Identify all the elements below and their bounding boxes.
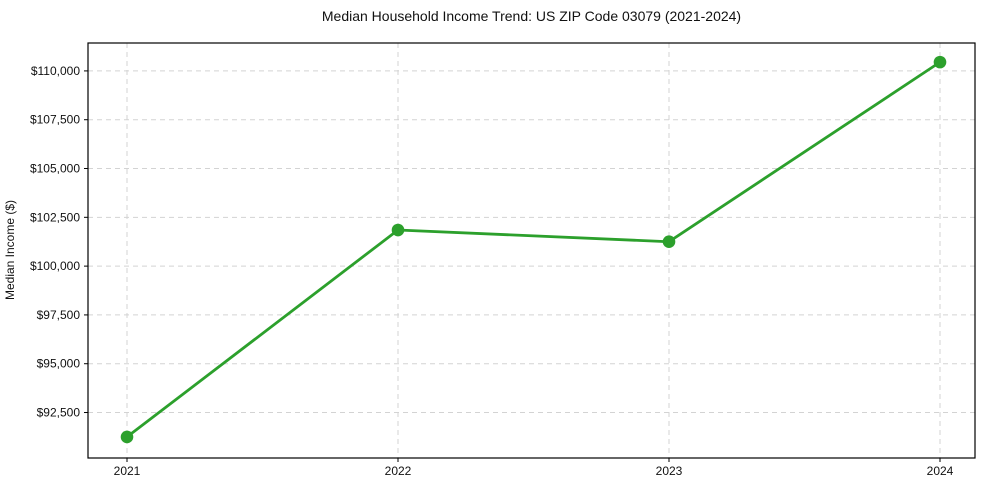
data-point-marker <box>662 235 676 249</box>
plot-border <box>87 42 976 459</box>
y-tick-label: $95,000 <box>37 357 81 371</box>
y-tick-label: $97,500 <box>37 308 81 322</box>
chart-title: Median Household Income Trend: US ZIP Co… <box>321 8 742 24</box>
trend-line <box>125 60 942 439</box>
x-tick-label: 2023 <box>656 464 683 478</box>
y-tick-label: $110,000 <box>31 64 80 78</box>
x-tick-label: 2021 <box>114 464 141 478</box>
data-point-marker <box>933 55 947 69</box>
y-tick-label: $92,500 <box>37 406 81 420</box>
data-point-marker <box>391 223 405 237</box>
y-tick-label: $105,000 <box>30 162 80 176</box>
data-point-marker <box>120 430 134 444</box>
y-tick-label: $107,500 <box>30 113 80 127</box>
y-tick-label: $100,000 <box>30 259 80 273</box>
y-tick-label: $102,500 <box>30 210 80 224</box>
x-tick-label: 2022 <box>385 464 412 478</box>
x-tick-label: 2024 <box>927 464 954 478</box>
